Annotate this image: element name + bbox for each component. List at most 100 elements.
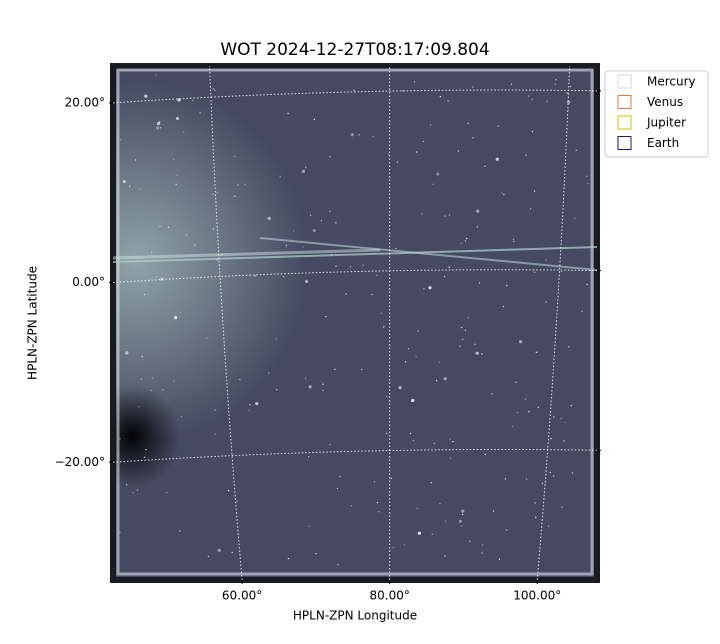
star [322,390,323,391]
star [465,240,466,241]
star [173,380,174,381]
star [434,443,435,444]
star [305,378,306,379]
image [113,66,597,580]
star [474,344,475,345]
star [310,215,311,216]
star [439,503,440,504]
star [461,510,464,513]
star [374,481,375,482]
star [568,346,569,347]
star [276,389,277,390]
star [432,534,433,535]
star [515,382,516,383]
star [436,380,437,381]
x-axis-label: HPLN-ZPN Longitude [293,609,417,623]
star [576,150,577,151]
star [325,316,326,317]
star [213,229,214,230]
star [144,95,147,98]
star [283,276,284,277]
star [335,266,336,267]
star [528,411,529,412]
star [353,90,354,91]
star [545,301,546,302]
star [503,306,504,307]
star [212,88,213,89]
star [176,117,179,120]
star [572,472,573,473]
star [322,384,323,385]
star [531,99,532,100]
star [485,454,486,455]
star [472,137,473,138]
star [119,532,120,533]
star [174,316,177,319]
y-tick-label: 20.00° [65,95,105,109]
star [135,159,136,160]
star [512,426,513,427]
star [535,517,536,518]
star [160,127,161,128]
star [469,541,470,542]
star [413,440,414,441]
star [404,544,405,545]
star [581,311,582,312]
star [329,156,330,157]
star [363,264,364,265]
star [228,490,229,491]
star [550,438,551,439]
star [321,220,322,221]
star [206,337,207,338]
star [417,330,418,331]
star [477,226,478,227]
star [538,407,539,408]
star [183,132,184,133]
star [586,284,587,285]
star [337,564,338,565]
star [383,326,384,327]
star [335,222,336,223]
star [452,441,453,442]
star [302,246,303,247]
star [519,340,522,343]
star [156,276,157,277]
star [237,184,238,185]
star [421,213,422,214]
star [212,194,213,195]
legend-label: Venus [647,95,683,109]
star [144,294,145,295]
star [288,558,289,559]
star [168,227,169,228]
star [254,275,255,276]
star [126,484,127,485]
star [239,379,240,380]
star [306,281,307,282]
star [548,526,549,527]
star [393,547,394,548]
star [459,346,460,347]
star [536,352,537,353]
star [397,161,398,162]
star [287,113,288,114]
star [447,100,448,101]
star [398,386,401,389]
star [431,482,432,483]
star [525,398,526,399]
star [448,267,449,268]
star [416,151,417,152]
star [571,405,572,406]
star [141,379,142,380]
star [391,478,392,479]
star [249,404,250,405]
star [186,234,187,235]
star [450,458,451,459]
star [415,356,416,357]
star [530,208,531,209]
star [532,131,533,132]
star [497,125,498,126]
star [179,530,180,531]
star [139,189,140,190]
star [418,532,421,535]
